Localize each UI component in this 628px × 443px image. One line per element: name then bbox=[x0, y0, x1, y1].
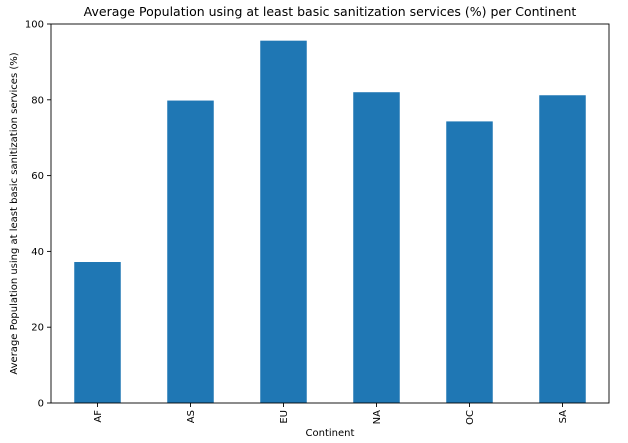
bar-sa bbox=[539, 95, 586, 403]
x-tick-label: AF bbox=[93, 410, 104, 423]
x-tick-label: SA bbox=[558, 410, 569, 424]
x-tick-label: AS bbox=[186, 410, 197, 423]
bar-oc bbox=[446, 121, 493, 403]
y-axis: 0 20 40 60 80 100 bbox=[25, 20, 51, 410]
x-axis-label: Continent bbox=[306, 428, 355, 439]
bar-na bbox=[353, 92, 400, 403]
y-tick-label: 20 bbox=[31, 323, 44, 334]
bar-af bbox=[74, 262, 121, 403]
y-tick-label: 60 bbox=[31, 171, 44, 182]
y-tick-label: 40 bbox=[31, 247, 44, 258]
y-tick-label: 0 bbox=[38, 399, 44, 410]
y-tick-label: 100 bbox=[25, 20, 44, 31]
chart-title: Average Population using at least basic … bbox=[84, 4, 577, 19]
x-axis: AF AS EU NA OC SA bbox=[93, 403, 569, 425]
x-tick-label: OC bbox=[465, 410, 476, 425]
y-tick-label: 80 bbox=[31, 95, 44, 106]
x-tick-label: NA bbox=[372, 410, 383, 424]
bars-group bbox=[74, 40, 586, 404]
bar-eu bbox=[260, 40, 307, 404]
y-axis-label: Average Population using at least basic … bbox=[9, 52, 20, 374]
plot-frame bbox=[50, 23, 610, 404]
x-tick-label: EU bbox=[279, 410, 290, 424]
bar-as bbox=[167, 100, 214, 404]
